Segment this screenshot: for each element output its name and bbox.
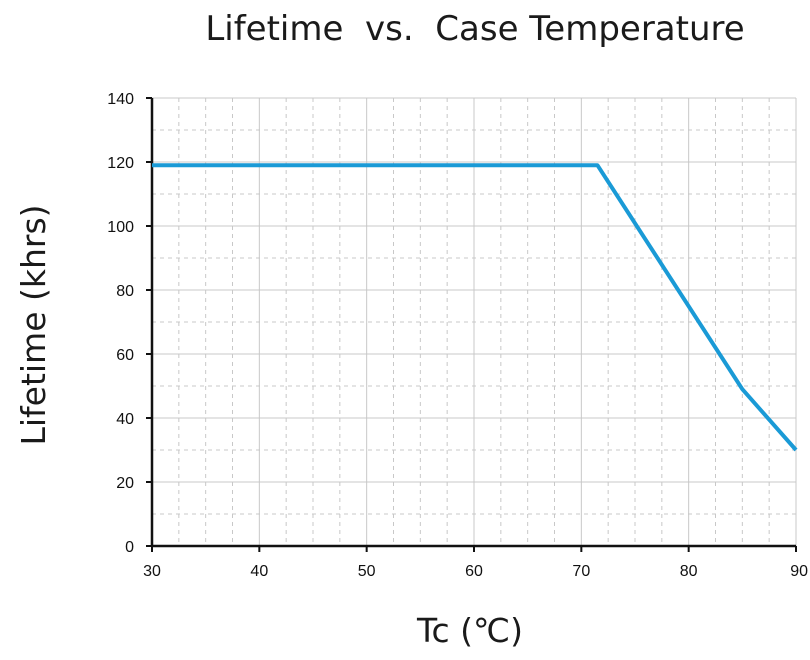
y-tick-label: 40 <box>116 411 134 428</box>
x-tick-label: 30 <box>143 563 161 580</box>
y-tick-label: 140 <box>107 91 134 108</box>
axes <box>146 97 797 552</box>
x-tick-label: 40 <box>250 563 268 580</box>
x-tick-label: 60 <box>465 563 483 580</box>
x-tick-label: 50 <box>358 563 376 580</box>
series-layer <box>152 163 798 452</box>
x-axis-label: Tc (℃) <box>416 611 523 650</box>
series-line <box>152 163 798 452</box>
x-tick-label: 90 <box>790 563 808 580</box>
x-tick-label: 80 <box>680 563 698 580</box>
x-tick-label: 70 <box>572 563 590 580</box>
grid <box>152 97 797 546</box>
chart-title: Lifetime vs. Case Temperature <box>205 9 744 49</box>
y-tick-label: 120 <box>107 155 134 172</box>
y-tick-label: 60 <box>116 347 134 364</box>
y-tick-label: 100 <box>107 219 134 236</box>
y-axis-label: Lifetime (khrs) <box>14 204 53 445</box>
y-tick-label: 20 <box>116 475 134 492</box>
y-tick-label: 0 <box>125 539 134 556</box>
tick-labels: 0 20 40 60 80 100 120 140 30 40 50 60 70 80 90 <box>107 91 808 580</box>
y-tick-label: 80 <box>116 283 134 300</box>
